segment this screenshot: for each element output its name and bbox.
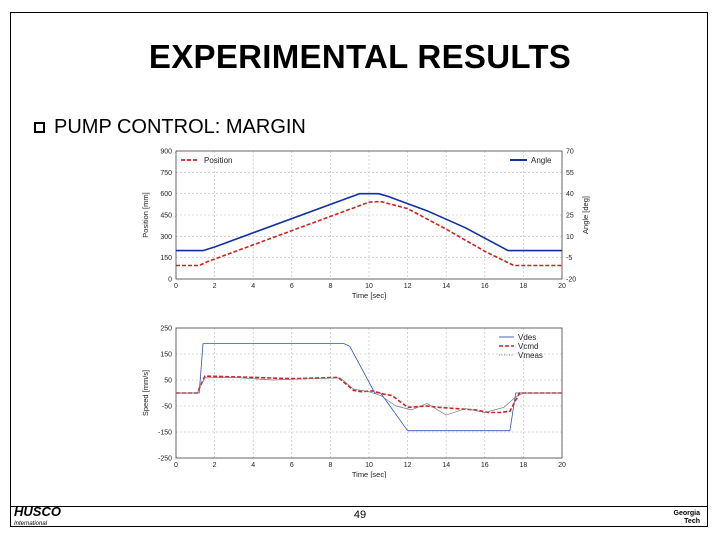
slide-subtitle: PUMP CONTROL: MARGIN (34, 116, 306, 139)
x-tick-label: 16 (481, 462, 489, 469)
y-tick-label: 300 (160, 234, 172, 241)
subtitle-text: PUMP CONTROL: MARGIN (54, 116, 306, 138)
y2-tick-label: 70 (566, 149, 574, 156)
plot-area (175, 150, 563, 280)
x-tick-label: 20 (558, 462, 566, 469)
y2-axis-label: Angle [deg] (581, 196, 590, 234)
series-line-vmeas (176, 377, 562, 416)
x-tick-label: 8 (328, 283, 332, 290)
y2-tick-label: 10 (566, 234, 574, 241)
y-tick-label: 0 (168, 277, 172, 284)
y-tick-label: 450 (160, 213, 172, 220)
legend-label-vmeas: Vmeas (518, 351, 543, 360)
legend-label-vdes: Vdes (518, 333, 536, 342)
y-tick-label: 150 (160, 255, 172, 262)
x-tick-label: 8 (328, 462, 332, 469)
y-tick-label: 150 (160, 352, 172, 359)
y2-tick-label: 55 (566, 170, 574, 177)
x-tick-label: 2 (213, 462, 217, 469)
x-tick-label: 16 (481, 283, 489, 290)
x-tick-label: 12 (404, 462, 412, 469)
y-tick-label: 250 (160, 326, 172, 333)
georgia-tech-logo-line1: Georgia (673, 510, 700, 517)
y-tick-label: 750 (160, 170, 172, 177)
georgia-tech-logo-line2: Tech (684, 518, 700, 525)
position-angle-chart: 0 2 4 6 8 10 12 14 16 18 20 0 150 300 450 600 750 900 -20 -… (141, 149, 590, 301)
y-tick-label: -50 (162, 404, 172, 411)
x-axis-label: Time [sec] (352, 470, 386, 478)
x-tick-label: 2 (213, 283, 217, 290)
x-tick-label: 10 (365, 283, 373, 290)
x-tick-label: 6 (290, 283, 294, 290)
y-tick-label: -250 (158, 456, 172, 463)
y-tick-label: -150 (158, 430, 172, 437)
x-tick-label: 6 (290, 462, 294, 469)
series-line-angle (176, 192, 562, 252)
x-tick-label: 14 (442, 462, 450, 469)
x-tick-label: 18 (520, 283, 528, 290)
y2-tick-label: -20 (566, 277, 576, 284)
x-tick-label: 10 (365, 462, 373, 469)
y-axis-label: Position [mm] (141, 192, 150, 237)
x-axis-label: Time [sec] (352, 291, 386, 300)
footer-divider (10, 506, 708, 507)
page-number: 49 (353, 509, 367, 521)
y2-tick-label: -5 (566, 255, 572, 262)
x-tick-label: 18 (520, 462, 528, 469)
y-tick-label: 50 (164, 378, 172, 385)
x-tick-label: 0 (174, 283, 178, 290)
x-tick-label: 12 (404, 283, 412, 290)
y2-tick-label: 40 (566, 191, 574, 198)
y-axis-label: Speed [mm/s] (141, 370, 150, 416)
y-tick-label: 900 (160, 149, 172, 156)
legend-label-vcmd: Vcmd (518, 342, 538, 351)
checkbox-bullet-icon (34, 122, 45, 133)
y2-tick-label: 25 (566, 213, 574, 220)
x-tick-label: 4 (251, 462, 255, 469)
legend-label-position: Position (204, 156, 232, 165)
slide-title: EXPERIMENTAL RESULTS (148, 38, 572, 75)
husco-logo: HUSCO International (14, 504, 61, 530)
slide-frame (10, 12, 708, 527)
husco-logo-text: HUSCO (14, 504, 61, 519)
x-tick-label: 20 (558, 283, 566, 290)
x-tick-label: 14 (442, 283, 450, 290)
series-line-position (176, 200, 562, 267)
speed-chart: 0 2 4 6 8 10 12 14 16 18 20 -250 -150 -50 50 150 250 Time… (141, 326, 566, 479)
x-tick-label: 0 (174, 462, 178, 469)
georgia-tech-logo: Georgia Tech (674, 510, 700, 526)
legend-label-angle: Angle (531, 156, 552, 165)
husco-logo-subtext: International (14, 521, 48, 527)
x-tick-label: 4 (251, 283, 255, 290)
y-tick-label: 600 (160, 191, 172, 198)
